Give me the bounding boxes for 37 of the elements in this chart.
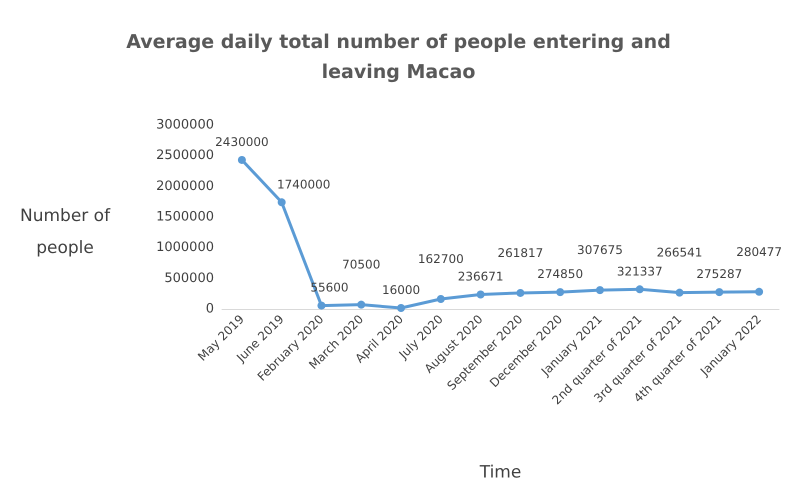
- point: [397, 304, 406, 312]
- chart-title: Average daily total number of people entering and leaving Macao: [126, 31, 671, 83]
- data-label: 280477: [736, 244, 782, 259]
- point: [596, 286, 604, 294]
- point: [516, 288, 524, 297]
- y-tick-label: 2500000: [156, 148, 214, 164]
- data-label: 236671: [458, 269, 504, 284]
- point: [676, 288, 684, 297]
- data-label: 162700: [418, 252, 464, 266]
- point: [476, 290, 485, 298]
- y-axis-title: Number of people: [20, 206, 112, 258]
- y-tick-label: 0: [206, 302, 214, 316]
- data-label: 275287: [696, 267, 742, 282]
- point: [556, 288, 564, 296]
- data-label: 1740000: [276, 177, 330, 192]
- data-label: 274850: [537, 267, 584, 282]
- data-label: 266541: [656, 246, 702, 260]
- data-label: 16000: [382, 283, 420, 298]
- data-label: 321337: [616, 264, 663, 278]
- data-label: 2430000: [215, 134, 269, 149]
- y-tick-label: 2000000: [156, 178, 214, 194]
- x-axis-title: Time: [478, 462, 522, 482]
- y-tick-label: 1000000: [156, 240, 214, 256]
- data-label: 307675: [577, 243, 623, 258]
- point: [238, 156, 246, 164]
- point: [636, 285, 644, 294]
- point: [755, 288, 764, 296]
- y-tick-label: 500000: [164, 270, 214, 286]
- y-tick-label: 1500000: [156, 210, 214, 224]
- data-label: 261817: [497, 246, 544, 260]
- point: [715, 288, 724, 296]
- y-tick-label: 3000000: [156, 118, 214, 132]
- point: [357, 300, 366, 309]
- data-label: 70500: [342, 258, 380, 272]
- point: [436, 295, 445, 304]
- point: [278, 198, 286, 206]
- point: [317, 302, 326, 310]
